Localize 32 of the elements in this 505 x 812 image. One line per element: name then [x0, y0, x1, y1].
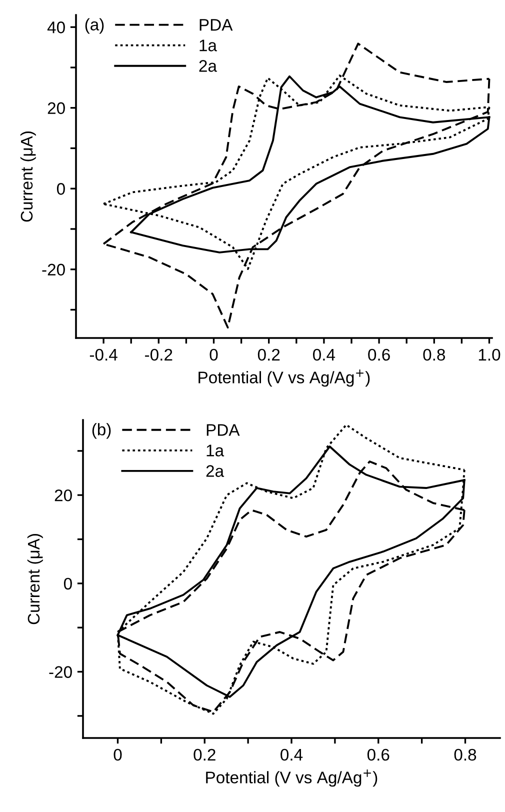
legend-label: PDA [206, 424, 240, 436]
y-axis-title: Current (μA) [27, 534, 43, 624]
y-tick-label: 20 [54, 489, 72, 502]
x-tick-label: 0.4 [313, 348, 336, 361]
x-tick-label: 0.4 [280, 748, 303, 761]
x-tick-label: 0.2 [258, 348, 280, 361]
legend-label: 2a [199, 60, 217, 72]
x-tick-label: 0.6 [368, 348, 390, 361]
y-tick-label: -20 [42, 264, 65, 276]
annotation: (b) [92, 423, 111, 439]
y-tick-label: 40 [47, 22, 65, 34]
x-tick-label: -0.4 [90, 348, 118, 361]
y-axis-title: Current (μA) [20, 132, 36, 222]
x-axis-title: Potential (V vs Ag/Ag$^{+}$) [198, 370, 370, 387]
legend-label: 1a [206, 444, 224, 456]
legend-label: PDA [200, 19, 233, 31]
x-tick-label: 0.2 [194, 748, 216, 761]
annotation: (a) [85, 18, 104, 34]
legend-label: 2a [206, 465, 224, 477]
x-tick-label: -0.2 [145, 348, 172, 361]
x-tick-label: 1.0 [478, 348, 500, 361]
y-tick-label: 0 [56, 183, 65, 195]
x-tick-label: 0.6 [367, 748, 390, 761]
x-axis-title: Potential (V vs Ag/Ag$^{+}$) [206, 770, 378, 787]
y-tick-label: 20 [48, 102, 65, 114]
x-tick-label: 0 [210, 348, 218, 361]
y-tick-label: -20 [49, 666, 72, 678]
legend-label: 1a [200, 40, 217, 52]
x-tick-label: 0.8 [454, 748, 476, 761]
y-tick-label: 0 [64, 578, 72, 590]
x-tick-label: 0.8 [423, 348, 446, 361]
x-tick-label: 0 [114, 748, 122, 761]
